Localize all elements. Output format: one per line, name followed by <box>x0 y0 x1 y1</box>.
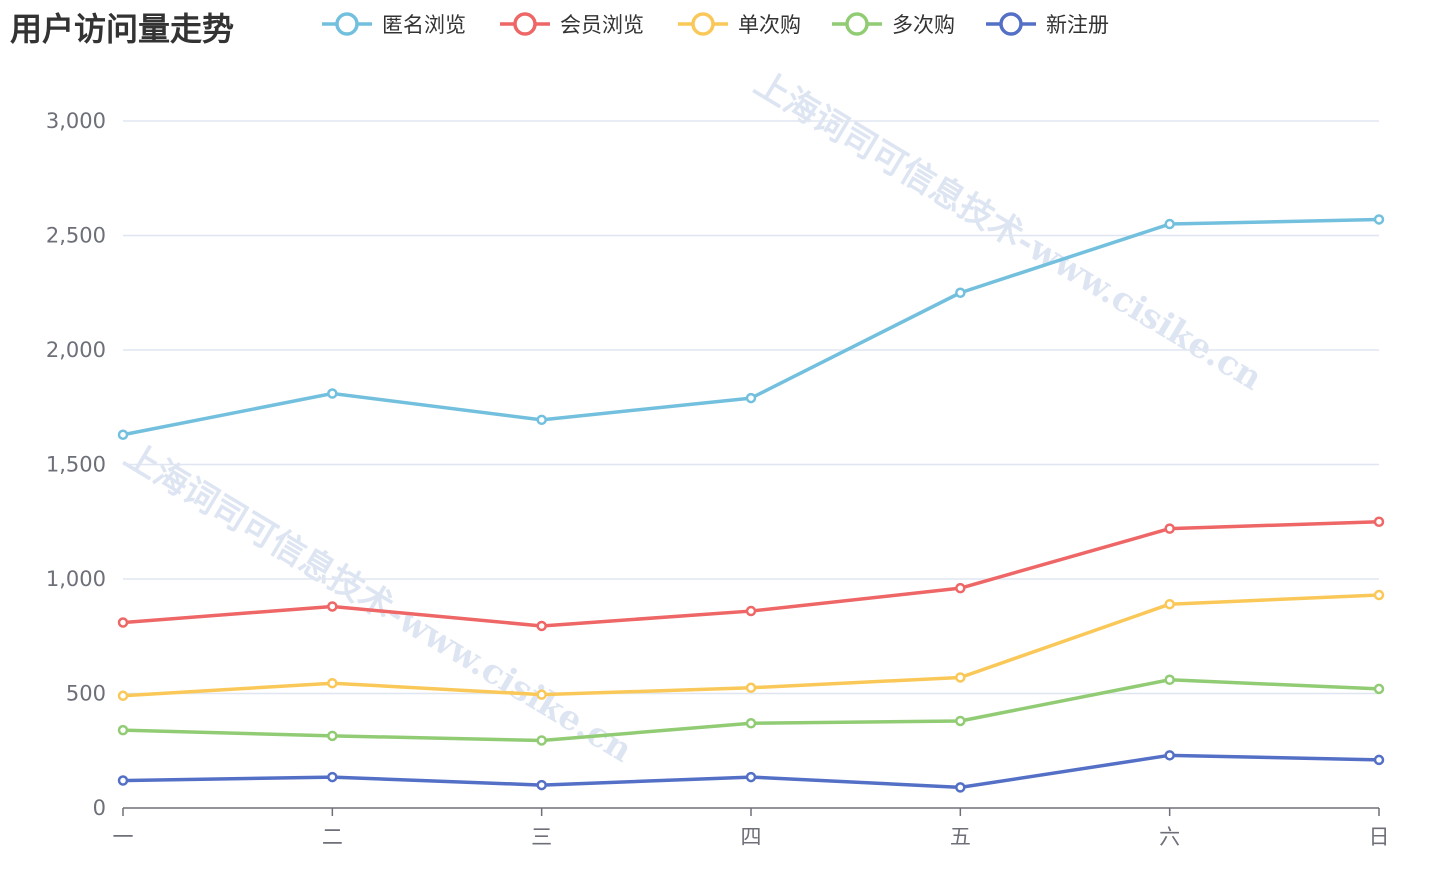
x-tick-label: 六 <box>1159 825 1180 849</box>
data-point[interactable] <box>117 724 129 736</box>
data-point[interactable] <box>327 730 338 742</box>
data-point[interactable] <box>327 771 338 783</box>
data-point[interactable] <box>1164 750 1175 761</box>
y-tick-label: 3,000 <box>46 109 106 133</box>
data-point[interactable] <box>536 414 547 426</box>
y-tick-label: 1,500 <box>46 453 106 477</box>
y-tick-label: 1,000 <box>46 567 106 591</box>
data-point[interactable] <box>1164 674 1175 686</box>
data-point[interactable] <box>745 605 757 617</box>
data-point[interactable] <box>327 601 338 612</box>
data-point[interactable] <box>536 779 547 791</box>
series-多次购 <box>117 674 1385 746</box>
data-point[interactable] <box>1373 754 1385 766</box>
series-会员浏览 <box>117 516 1385 632</box>
data-point[interactable] <box>955 287 966 298</box>
data-point[interactable] <box>1373 589 1385 601</box>
x-tick-label: 二 <box>322 825 343 849</box>
data-point[interactable] <box>117 429 129 440</box>
data-point[interactable] <box>117 775 129 786</box>
chart-legend: 匿名浏览 会员浏览 单次购 多次购 新注册 <box>322 12 1109 37</box>
data-point[interactable] <box>117 690 129 702</box>
data-point[interactable] <box>536 620 547 632</box>
data-point[interactable] <box>1373 683 1385 695</box>
data-point[interactable] <box>327 677 338 689</box>
data-point[interactable] <box>955 782 966 793</box>
legend-label: 单次购 <box>738 13 801 37</box>
y-tick-label: 2,000 <box>46 338 106 362</box>
y-tick-label: 2,500 <box>46 224 106 248</box>
legend-circle-icon <box>999 12 1023 36</box>
legend-circle-icon <box>845 12 869 36</box>
legend-circle-icon <box>335 12 359 36</box>
data-point[interactable] <box>1373 516 1385 527</box>
data-point[interactable] <box>955 672 966 683</box>
data-point[interactable] <box>955 715 966 727</box>
legend-circle-icon <box>691 12 715 36</box>
legend-item[interactable]: 单次购 <box>678 12 801 37</box>
legend-label: 新注册 <box>1046 13 1109 37</box>
watermark: 上海词司可信息技术-www.cisike.cn 上海词司可信息技术-www.ci… <box>117 63 1269 770</box>
data-point[interactable] <box>327 388 338 399</box>
series-单次购 <box>117 589 1385 702</box>
x-axis: 一二三四五六日 <box>113 807 1390 849</box>
series-新注册 <box>117 750 1385 793</box>
series-line <box>121 753 1381 790</box>
legend-item[interactable]: 新注册 <box>986 12 1109 37</box>
legend-label: 会员浏览 <box>560 13 644 37</box>
x-tick-label: 日 <box>1369 825 1390 849</box>
series-group <box>117 214 1385 793</box>
series-匿名浏览 <box>117 214 1385 440</box>
data-point[interactable] <box>536 735 547 746</box>
data-point[interactable] <box>536 689 547 700</box>
data-point[interactable] <box>745 718 757 729</box>
data-point[interactable] <box>1164 523 1175 534</box>
watermark-text-upper: 上海词司可信息技术-www.cisike.cn <box>747 63 1269 398</box>
legend-label: 多次购 <box>892 13 955 37</box>
x-tick-label: 五 <box>950 825 971 849</box>
x-tick-label: 四 <box>741 825 762 849</box>
watermark-text-lower: 上海词司可信息技术-www.cisike.cn <box>117 435 639 770</box>
legend-item[interactable]: 多次购 <box>832 12 955 37</box>
data-point[interactable] <box>745 682 757 694</box>
y-axis-grid <box>123 120 1379 695</box>
x-tick-label: 一 <box>113 825 134 849</box>
legend-item[interactable]: 匿名浏览 <box>322 12 466 37</box>
legend-label: 匿名浏览 <box>382 13 466 37</box>
data-point[interactable] <box>1373 214 1385 225</box>
data-point[interactable] <box>955 582 966 594</box>
legend-circle-icon <box>513 12 537 36</box>
chart-title: 用户访问量走势 <box>10 10 234 48</box>
data-point[interactable] <box>745 392 757 404</box>
data-point[interactable] <box>1164 598 1175 610</box>
y-axis-ticks: 0 500 1,000 1,500 2,000 2,500 3,000 <box>46 109 106 820</box>
y-tick-label: 500 <box>66 682 106 706</box>
data-point[interactable] <box>117 617 129 628</box>
legend-item[interactable]: 会员浏览 <box>500 12 644 37</box>
x-tick-label: 三 <box>531 825 552 849</box>
data-point[interactable] <box>745 771 757 783</box>
y-tick-label: 0 <box>93 796 106 820</box>
data-point[interactable] <box>1164 218 1175 230</box>
